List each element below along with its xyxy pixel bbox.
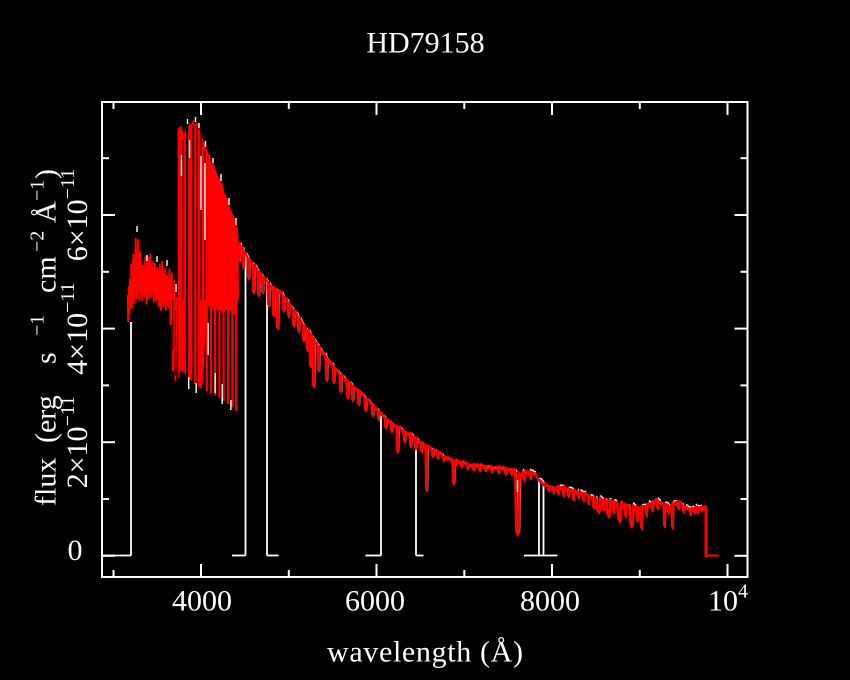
svg-text:−1: −1 [27,180,49,201]
svg-text:4000: 4000 [172,585,232,618]
svg-text:4×10−11: 4×10−11 [57,282,94,374]
svg-text:HD79158: HD79158 [366,27,484,60]
svg-text:8000: 8000 [520,585,580,618]
svg-text:): ) [30,169,63,179]
svg-text:−2: −2 [27,231,49,252]
svg-text:flux: flux [30,458,63,506]
svg-text:s: s [30,352,63,364]
svg-text:(erg: (erg [30,395,63,443]
svg-text:Å: Å [30,201,63,223]
svg-text:cm: cm [30,256,63,293]
svg-text:wavelength (Å): wavelength (Å) [327,636,523,669]
svg-text:−1: −1 [27,315,49,336]
svg-text:6000: 6000 [345,585,405,618]
svg-text:0: 0 [68,534,83,567]
